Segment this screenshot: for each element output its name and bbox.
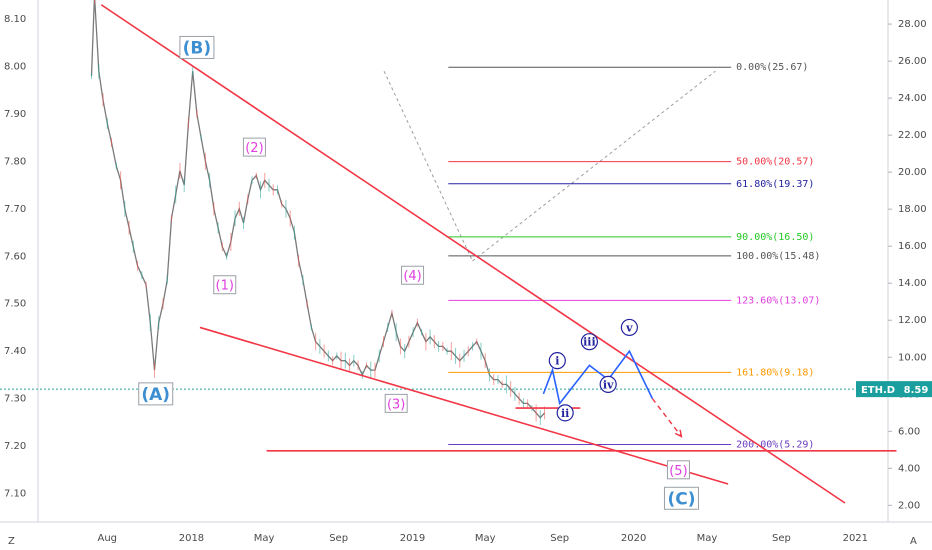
price-tag: ETH.D 8.59 [856,381,932,398]
left-tick-label: 8.00 [4,61,26,72]
time-tick-label: 2021 [843,533,868,544]
right-tick-label: 20.00 [898,167,927,178]
right-tick-label: 2.00 [898,500,920,511]
wave-label-circle [548,352,566,370]
symbol-tag-label: ETH.D [861,385,895,396]
left-tick-label: 7.20 [4,441,26,452]
fib-level-label: 200.00%(5.29) [736,439,814,450]
wave-label-box [213,275,237,295]
wave-label-box [179,35,215,59]
wave-label-minor: i [555,355,559,368]
wave-label-minor: v [625,321,633,334]
left-tick-label: 7.10 [4,489,26,500]
right-tick-label: 22.00 [898,130,927,141]
wave-label-intermediate: (1) [216,279,234,294]
timezone-icon: Z [8,536,15,547]
projection-arrow-line [651,398,683,438]
projection-arrowhead [674,429,683,438]
right-tick-label: 14.00 [898,278,927,289]
wave-label-box [663,486,699,510]
wave-label-major: (B) [183,38,212,58]
right-tick-label: 10.00 [898,352,927,363]
time-tick-label: Aug [97,533,117,544]
time-tick-label: May [697,533,718,544]
time-tick-label: 2018 [179,533,204,544]
right-tick-label: 6.00 [898,426,920,437]
left-tick-label: 8.10 [4,14,26,25]
right-tick-label: 18.00 [898,204,927,215]
left-tick-label: 7.80 [4,156,26,167]
fib-level-label: 61.80%(19.37) [736,179,814,190]
time-tick-label: 2020 [621,533,646,544]
fib-level-label: 0.00%(25.67) [736,62,808,73]
fib-level-label: 161.80%(9.18) [736,367,814,378]
trendline [199,326,729,485]
wave-label-circle [620,318,638,337]
wave-label-circle [599,375,617,393]
right-tick-label: 16.00 [898,241,927,252]
wave-label-minor: iv [603,378,614,391]
time-tick-label: May [254,533,275,544]
wave-label-major: (C) [667,489,695,509]
wave-projection-path [542,349,654,406]
fib-level-label: 123.60%(13.07) [736,295,820,306]
left-tick-label: 7.90 [4,109,26,120]
wave-label-box [138,382,174,406]
wave-label-box [384,393,408,413]
time-axis: Aug 2018 May Sep 2019 May Sep 2020 May Sep 2021 [0,521,932,544]
wave-label-circle [556,404,574,422]
price-series-line [90,0,546,419]
wave-label-intermediate: (4) [403,269,421,284]
wave-label-intermediate: (3) [387,397,405,412]
trendline [100,4,846,504]
dotted-diagonal [383,70,473,262]
symbol-tag-bg [856,381,900,398]
wave-label-major: (A) [141,385,170,405]
left-tick-label: 7.50 [4,299,26,310]
fib-level-label: 90.00%(16.50) [736,232,814,243]
fibonacci-extension[interactable]: 0.00%(25.67) 50.00%(20.57) 61.80%(19.37) 90… [448,62,820,450]
auto-scale-icon: A [910,536,917,547]
wave-label-intermediate: (2) [245,141,263,156]
wave-label-box [401,265,425,285]
right-tick-label: 12.00 [898,315,927,326]
wave-label-circle [580,333,599,351]
left-tick-label: 7.30 [4,394,26,405]
last-value-tag-label: 8.59 [904,385,929,396]
last-value-tag-bg [900,381,932,398]
time-tick-label: 2019 [400,533,425,544]
wave-label-minor: iii [583,336,596,349]
left-tick-label: 7.70 [4,204,26,215]
fib-level-label: 100.00%(15.48) [736,251,820,262]
right-tick-label: 26.00 [898,56,927,67]
time-tick-label: Sep [329,533,348,544]
right-tick-label: 28.00 [898,19,927,30]
fib-level-label: 50.00%(20.57) [736,157,814,168]
wave-label-box [666,460,690,480]
trendlines[interactable] [100,4,897,504]
time-tick-label: May [475,533,496,544]
wave-label-minor: ii [561,407,569,420]
left-tick-label: 7.60 [4,251,26,262]
left-tick-label: 7.40 [4,346,26,357]
wave-label-intermediate: (5) [669,464,687,479]
left-price-axis: 8.10 8.00 7.90 7.80 7.70 7.60 7.50 7.40 7.30 7.20… [4,0,39,522]
time-tick-label: Sep [772,533,791,544]
right-tick-label: 24.00 [898,93,927,104]
time-tick-label: Sep [550,533,569,544]
wave-label-box [242,137,266,157]
right-tick-label: 4.00 [898,463,920,474]
